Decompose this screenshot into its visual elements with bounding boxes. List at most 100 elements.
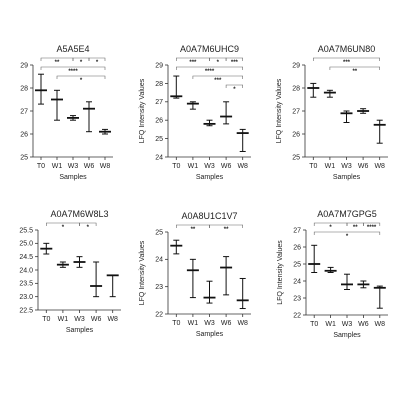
y-tick-label: 22 xyxy=(293,312,301,319)
y-tick-label: 22.5 xyxy=(19,307,33,314)
y-tick-label: 24 xyxy=(293,278,301,285)
x-tick-label: W3 xyxy=(341,163,352,170)
bracket-line xyxy=(225,57,243,61)
y-tick-label: 23 xyxy=(293,295,301,302)
y-axis-label: LFQ Intensity Values xyxy=(139,78,146,143)
significance-label: * xyxy=(233,87,236,93)
box-W3 xyxy=(340,110,353,123)
significance-label: *** xyxy=(214,78,222,84)
x-tick-label: W1 xyxy=(58,316,69,323)
bracket-line xyxy=(209,224,243,228)
bracket-line xyxy=(56,75,106,79)
panel-title: A5A5E4 xyxy=(56,44,89,54)
panel-4: A0A8U1C1V7 22 23 24 25 T0 W1 W3 W6 W8 Samples LFQ I… xyxy=(139,211,251,338)
y-tick-label: 25.0 xyxy=(19,241,33,248)
x-axis-label: Samples xyxy=(59,174,87,181)
significance-bracket: * xyxy=(313,231,381,240)
significance-bracket: * xyxy=(88,57,106,66)
significance-label: * xyxy=(80,60,83,66)
y-tick-label: 24.5 xyxy=(19,254,33,261)
x-tick-label: W1 xyxy=(325,163,336,170)
box-W1 xyxy=(323,89,336,98)
box-T0 xyxy=(170,239,183,255)
significance-label: * xyxy=(329,225,332,231)
x-tick-label: T0 xyxy=(310,321,318,328)
y-tick-label: 25.5 xyxy=(19,227,33,234)
significance-label: * xyxy=(96,60,99,66)
x-tick-label: W8 xyxy=(374,163,385,170)
x-tick-label: W6 xyxy=(358,321,369,328)
panel-title: A0A7M6W8L3 xyxy=(50,209,108,219)
x-tick-label: T0 xyxy=(172,163,180,170)
y-axis-label: LFQ Intensity Values xyxy=(276,78,283,143)
x-tick-label: W8 xyxy=(375,321,386,328)
panel-3: A0A7M6W8L3 22.5 23.0 23.5 24.0 24.5 25.0 25.5 T0… xyxy=(19,209,121,334)
box-W6 xyxy=(83,101,95,133)
y-tick-label: 24 xyxy=(155,154,163,161)
x-tick-label: W3 xyxy=(204,320,215,327)
y-tick-label: 27 xyxy=(292,108,300,115)
x-tick-label: W3 xyxy=(74,316,85,323)
y-tick-label: 24 xyxy=(155,257,163,264)
significance-label: **** xyxy=(68,69,78,75)
y-tick-label: 23.5 xyxy=(19,281,33,288)
y-tick-label: 25 xyxy=(292,154,300,161)
y-tick-label: 27 xyxy=(20,108,28,115)
x-tick-label: W8 xyxy=(237,320,248,327)
significance-label: ** xyxy=(224,227,229,233)
significance-label: ** xyxy=(55,60,60,66)
x-axis-label: Samples xyxy=(333,174,361,181)
y-tick-label: 25 xyxy=(155,136,163,143)
panel-title: A0A7M6UN80 xyxy=(318,44,376,54)
y-tick-label: 25 xyxy=(155,229,163,236)
significance-label: *** xyxy=(231,60,239,66)
box-W1 xyxy=(51,89,63,121)
x-tick-label: T0 xyxy=(37,163,45,170)
x-tick-label: W6 xyxy=(91,316,102,323)
significance-bracket: *** xyxy=(176,57,210,66)
y-tick-label: 25 xyxy=(20,154,28,161)
x-tick-label: W3 xyxy=(204,163,215,170)
bracket-line xyxy=(176,66,243,70)
x-tick-label: W8 xyxy=(237,163,248,170)
y-tick-label: 29 xyxy=(155,62,163,69)
significance-label: ** xyxy=(352,69,357,75)
panel-1: A0A7M6UHC9 24 25 26 27 28 29 T0 W1 W3 W6 W8 Samples L… xyxy=(139,44,251,181)
box-W8 xyxy=(106,274,119,298)
bracket-line xyxy=(329,66,380,70)
y-tick-label: 26 xyxy=(292,131,300,138)
significance-bracket: * xyxy=(56,75,106,84)
box-W6 xyxy=(220,101,233,125)
x-tick-label: T0 xyxy=(42,316,50,323)
x-axis-label: Samples xyxy=(333,332,361,339)
bracket-line xyxy=(313,231,381,235)
box-W6 xyxy=(90,261,103,298)
x-tick-label: W3 xyxy=(342,321,353,328)
box-W6 xyxy=(357,108,370,114)
significance-label: *** xyxy=(343,60,351,66)
significance-label: **** xyxy=(205,69,215,75)
x-tick-label: W6 xyxy=(84,163,95,170)
box-T0 xyxy=(40,242,53,255)
box-W3 xyxy=(67,115,79,121)
y-axis-label: LFQ Intensity Values xyxy=(277,240,284,305)
box-W8 xyxy=(99,128,111,135)
box-T0 xyxy=(170,75,183,99)
y-axis-label: LFQ Intensity Values xyxy=(139,240,146,305)
y-tick-label: 27 xyxy=(155,99,163,106)
significance-bracket: * xyxy=(313,222,348,231)
bracket-line xyxy=(192,75,243,79)
significance-label: * xyxy=(87,225,90,231)
x-tick-label: W1 xyxy=(52,163,63,170)
box-W8 xyxy=(373,119,386,144)
significance-bracket: * xyxy=(79,222,97,231)
y-tick-label: 23 xyxy=(155,284,163,291)
box-T0 xyxy=(308,244,321,273)
significance-bracket: *** xyxy=(225,57,243,66)
y-tick-label: 24.0 xyxy=(19,267,33,274)
significance-bracket: *** xyxy=(192,75,243,84)
significance-bracket: **** xyxy=(40,66,106,75)
box-W1 xyxy=(186,258,199,299)
